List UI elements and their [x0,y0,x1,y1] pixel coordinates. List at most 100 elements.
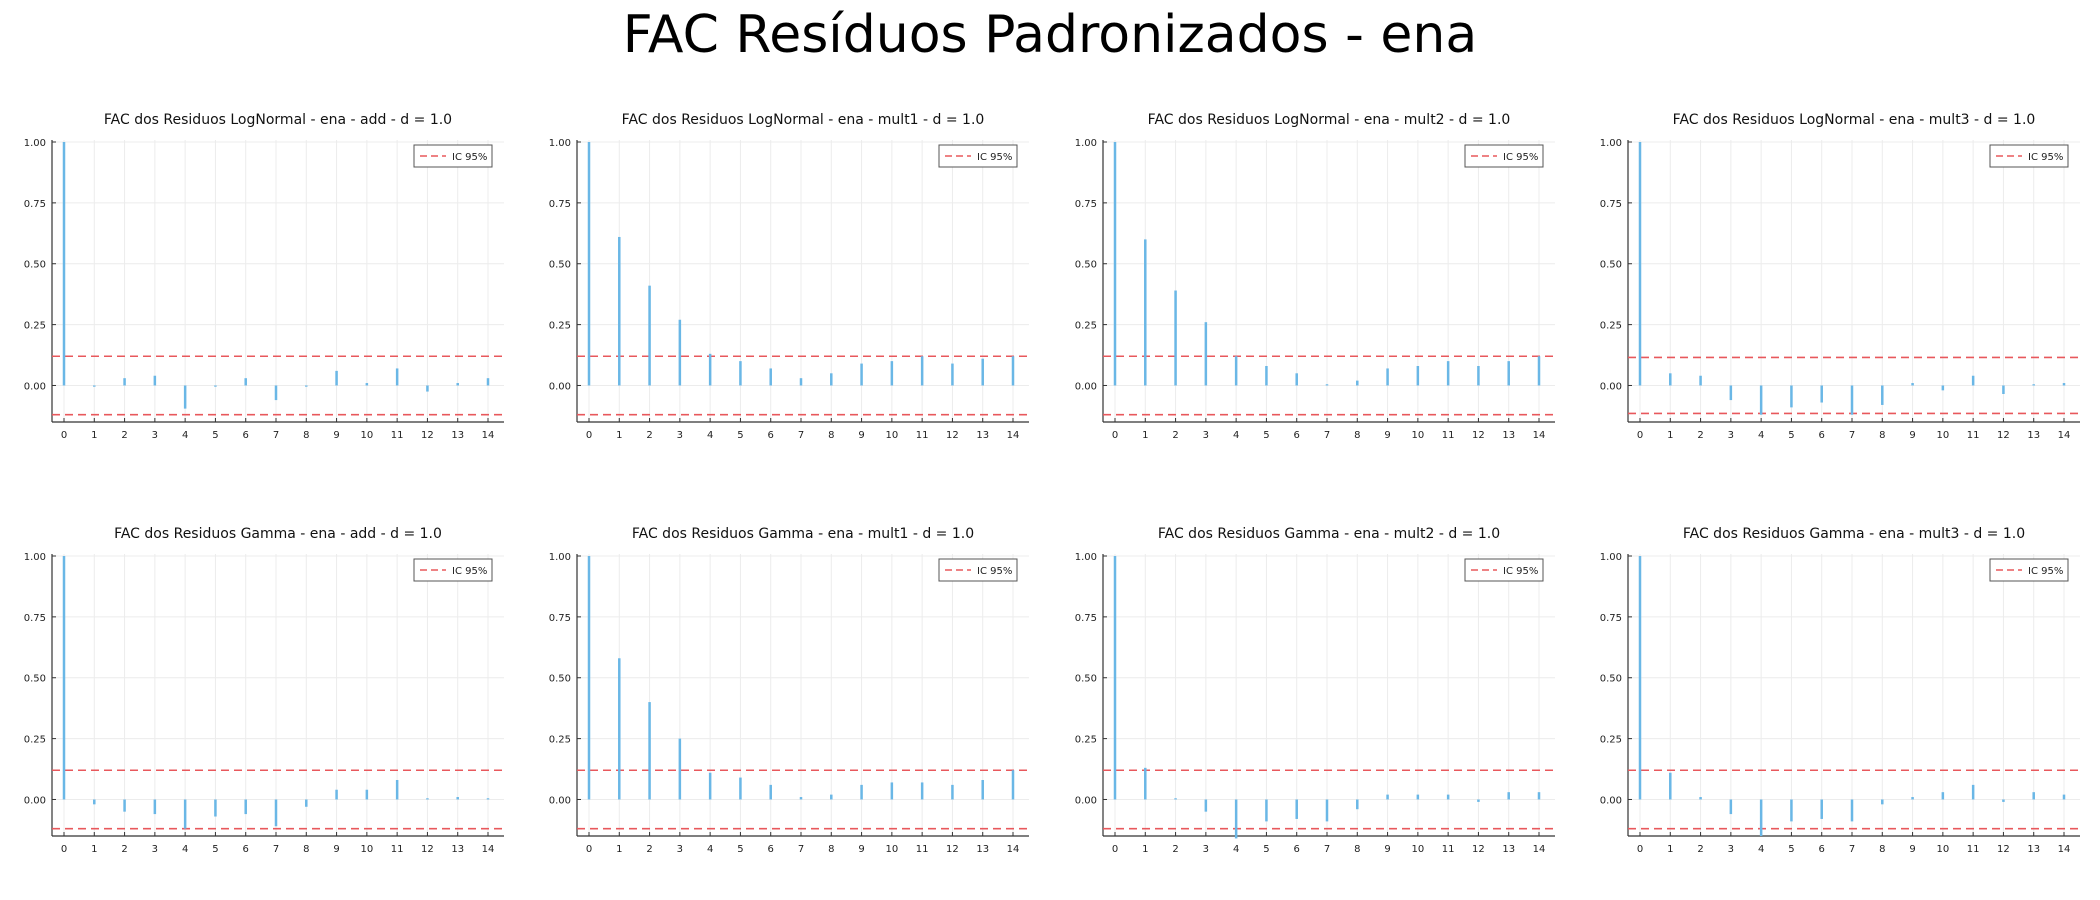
x-tick-label: 11 [916,844,929,855]
x-tick-label: 13 [2027,844,2040,855]
acf-bar-lag-11 [920,782,924,800]
x-tick-label: 3 [1203,430,1209,441]
acf-bar-lag-3 [1729,799,1733,815]
acf-bar-lag-5 [1790,385,1793,408]
acf-bar-lag-4 [183,385,187,409]
acf-bar-lag-14 [1011,770,1015,800]
acf-bar-lag-0 [62,142,66,386]
legend-box [413,144,493,168]
y-tick-label: 0.25 [24,735,46,746]
x-tick-label: 13 [1502,844,1515,855]
acf-bar-lag-6 [244,378,247,386]
acf-bar-lag-14 [1537,356,1541,386]
x-tick-label: 0 [1637,844,1643,855]
acf-bar-lag-14 [486,378,490,386]
acf-bar-lag-11 [1446,794,1450,800]
acf-bar-lag-5 [1265,799,1268,822]
acf-bar-lag-8 [830,373,833,386]
x-tick-label: 10 [885,430,898,441]
acf-bar-lag-0 [587,556,591,800]
acf-panel-3: FAC dos Residuos LogNormal - ena - mult2… [1075,112,1555,441]
x-tick-label: 11 [1442,844,1455,855]
acf-bar-lag-13 [981,780,984,800]
legend-label: IC 95% [452,152,487,163]
acf-bar-lag-14 [1537,792,1541,800]
x-tick-label: 12 [946,430,959,441]
x-tick-label: 4 [1758,844,1764,855]
panel-title: FAC dos Residuos LogNormal - ena - mult3… [1673,112,2036,128]
acf-bar-lag-9 [1911,383,1914,386]
x-tick-label: 0 [1112,430,1118,441]
x-tick-label: 4 [707,844,713,855]
acf-bar-lag-5 [739,777,742,800]
x-tick-label: 1 [91,430,97,441]
y-tick-label: 1.00 [549,552,571,563]
x-tick-label: 4 [182,430,188,441]
acf-bar-lag-1 [1144,767,1147,800]
y-tick-label: 0.75 [24,613,46,624]
x-tick-label: 9 [333,844,339,855]
acf-bar-lag-0 [1638,556,1642,800]
x-tick-label: 0 [586,844,592,855]
panel-title: FAC dos Residuos Gamma - ena - add - d =… [114,526,442,542]
x-tick-label: 9 [1909,844,1915,855]
x-tick-label: 0 [586,430,592,441]
y-tick-label: 0.25 [1075,321,1097,332]
acf-panel-4: FAC dos Residuos LogNormal - ena - mult3… [1600,112,2080,441]
acf-bar-lag-3 [678,738,682,800]
x-tick-label: 9 [1384,430,1390,441]
x-tick-label: 3 [1728,844,1734,855]
x-tick-label: 13 [976,430,989,441]
x-tick-label: 8 [1354,844,1360,855]
acf-bar-lag-11 [395,780,399,800]
x-tick-label: 9 [858,430,864,441]
x-tick-label: 3 [1728,430,1734,441]
acf-bar-lag-9 [860,363,863,386]
legend-label: IC 95% [977,152,1012,163]
x-tick-label: 10 [360,844,373,855]
acf-bar-lag-6 [1295,799,1298,819]
x-tick-label: 11 [391,430,404,441]
acf-bar-lag-6 [769,368,772,386]
acf-bar-lag-4 [183,799,187,829]
x-tick-label: 5 [1788,844,1794,855]
acf-bar-lag-6 [1820,385,1823,403]
x-tick-label: 3 [1203,844,1209,855]
acf-bar-lag-6 [769,784,772,800]
y-tick-label: 0.75 [549,199,571,210]
x-tick-label: 3 [152,430,158,441]
acf-bar-lag-1 [93,385,96,387]
x-tick-label: 0 [61,844,67,855]
x-tick-label: 3 [677,844,683,855]
acf-bar-lag-12 [2002,799,2005,802]
acf-bar-lag-13 [1507,361,1510,386]
acf-bar-lag-12 [1477,366,1480,386]
acf-bar-lag-0 [1113,556,1117,800]
x-tick-label: 2 [1697,430,1703,441]
x-tick-label: 6 [243,844,249,855]
acf-bar-lag-9 [1386,794,1389,800]
acf-bar-lag-2 [1699,375,1702,386]
acf-bar-lag-8 [1881,385,1884,405]
x-tick-label: 2 [121,844,127,855]
x-tick-label: 4 [182,844,188,855]
x-tick-label: 1 [616,430,622,441]
legend-label: IC 95% [977,566,1012,577]
y-tick-label: 0.50 [24,674,46,685]
x-tick-label: 5 [1263,430,1269,441]
x-tick-label: 2 [1172,844,1178,855]
acf-bar-lag-3 [1729,385,1733,401]
acf-bar-lag-4 [1759,799,1763,836]
y-tick-label: 0.25 [549,735,571,746]
x-tick-label: 7 [798,430,804,441]
acf-bar-lag-1 [618,236,621,386]
legend-label: IC 95% [1503,566,1538,577]
legend-box [1464,558,1544,582]
y-tick-label: 0.50 [549,260,571,271]
acf-bar-lag-13 [1507,792,1510,800]
x-tick-label: 10 [1411,430,1424,441]
acf-bar-lag-12 [426,385,429,392]
panel-title: FAC dos Residuos Gamma - ena - mult2 - d… [1158,526,1500,542]
x-tick-label: 14 [1007,430,1020,441]
